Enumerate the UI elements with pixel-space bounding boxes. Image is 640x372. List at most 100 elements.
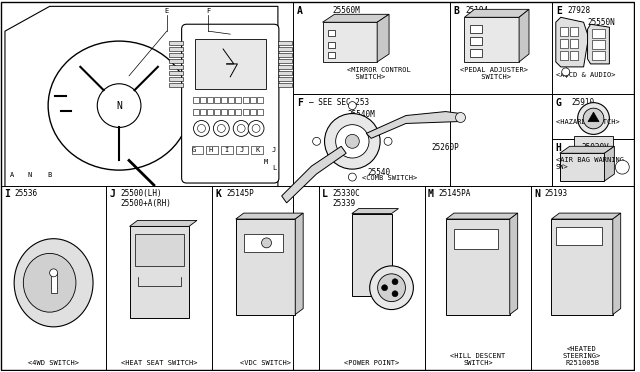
Polygon shape (604, 146, 614, 181)
Bar (328, 52, 335, 58)
Bar (278, 65, 292, 69)
Polygon shape (377, 14, 389, 62)
Bar (278, 77, 292, 81)
Text: E: E (164, 8, 169, 14)
Bar (446, 219, 509, 315)
Bar (251, 146, 263, 154)
Bar (570, 27, 578, 36)
Polygon shape (236, 213, 303, 219)
Text: M: M (428, 189, 434, 199)
Text: A: A (10, 172, 14, 178)
Text: <MIRROR CONTROL
  SWITCH>: <MIRROR CONTROL SWITCH> (348, 67, 411, 80)
Polygon shape (552, 213, 621, 219)
Text: 25020V: 25020V (582, 143, 609, 152)
Bar (250, 109, 255, 115)
Bar (278, 59, 292, 63)
Bar (257, 109, 263, 115)
Bar (228, 97, 234, 103)
Circle shape (97, 84, 141, 128)
Bar (169, 65, 182, 69)
Bar (573, 137, 613, 148)
Text: N: N (28, 172, 32, 178)
Circle shape (213, 121, 229, 137)
Bar (328, 42, 335, 48)
Bar (556, 227, 602, 245)
Bar (278, 71, 292, 75)
Text: 25194: 25194 (465, 6, 488, 15)
Text: 25145PA: 25145PA (438, 189, 471, 198)
Text: N: N (534, 189, 540, 199)
Text: 25560M: 25560M (333, 6, 360, 15)
Bar (195, 39, 266, 89)
Polygon shape (366, 112, 461, 138)
Text: K: K (256, 147, 260, 153)
Bar (470, 37, 483, 45)
Text: B: B (47, 172, 52, 178)
Bar (207, 109, 212, 115)
Text: 25260P: 25260P (432, 143, 460, 152)
Bar (278, 47, 292, 51)
Polygon shape (295, 213, 303, 315)
Ellipse shape (14, 239, 93, 327)
Bar (278, 53, 292, 57)
Circle shape (578, 103, 609, 134)
Bar (243, 97, 248, 103)
Bar (221, 146, 233, 154)
Text: 25330C
25339: 25330C 25339 (333, 189, 360, 208)
Bar (236, 97, 241, 103)
Text: 25540M: 25540M (348, 110, 375, 119)
Text: 25500(LH)
25500+A(RH): 25500(LH) 25500+A(RH) (120, 189, 171, 208)
Bar (278, 41, 292, 45)
Text: A: A (297, 6, 303, 16)
Text: G: G (191, 147, 196, 153)
Bar (200, 97, 205, 103)
Circle shape (218, 125, 225, 132)
Circle shape (198, 125, 205, 132)
Text: K: K (216, 189, 221, 199)
Polygon shape (446, 213, 518, 219)
Bar (243, 109, 248, 115)
Text: 25550N: 25550N (588, 18, 615, 27)
Bar (323, 22, 377, 62)
Text: N: N (116, 100, 122, 110)
Circle shape (392, 291, 398, 297)
Polygon shape (129, 221, 197, 227)
Circle shape (562, 68, 570, 76)
Text: <AIR BAG WARNING
SW>: <AIR BAG WARNING SW> (556, 157, 624, 170)
Polygon shape (465, 9, 529, 17)
Text: <HEAT SEAT SWITCH>: <HEAT SEAT SWITCH> (121, 360, 198, 366)
Text: <ASCD & AUDIO>: <ASCD & AUDIO> (556, 72, 615, 78)
Bar (169, 53, 182, 57)
Circle shape (348, 173, 356, 181)
Bar (591, 40, 605, 49)
Ellipse shape (23, 253, 76, 312)
Bar (169, 83, 182, 87)
Bar (278, 83, 292, 87)
Circle shape (324, 113, 380, 169)
Bar (465, 17, 519, 62)
Bar (191, 146, 204, 154)
Circle shape (381, 285, 388, 291)
Bar (236, 146, 248, 154)
Text: <PEDAL ADJUSTER>
     SWITCH>: <PEDAL ADJUSTER> SWITCH> (460, 67, 527, 80)
Circle shape (312, 137, 321, 145)
Bar (560, 39, 568, 48)
Bar (169, 77, 182, 81)
Text: <HILL DESCENT
SWITCH>: <HILL DESCENT SWITCH> (451, 353, 506, 366)
Polygon shape (560, 146, 614, 153)
Polygon shape (612, 213, 621, 315)
Bar (134, 234, 184, 266)
Circle shape (262, 238, 271, 248)
Circle shape (370, 266, 413, 310)
Bar (454, 229, 498, 249)
Text: 25910: 25910 (572, 98, 595, 107)
Circle shape (384, 137, 392, 145)
Bar (328, 30, 335, 36)
Text: J: J (272, 147, 276, 153)
Text: B: B (454, 6, 460, 16)
Bar (591, 51, 605, 60)
Bar (51, 273, 56, 293)
Circle shape (252, 125, 260, 132)
Bar (570, 51, 578, 60)
Ellipse shape (48, 41, 190, 170)
